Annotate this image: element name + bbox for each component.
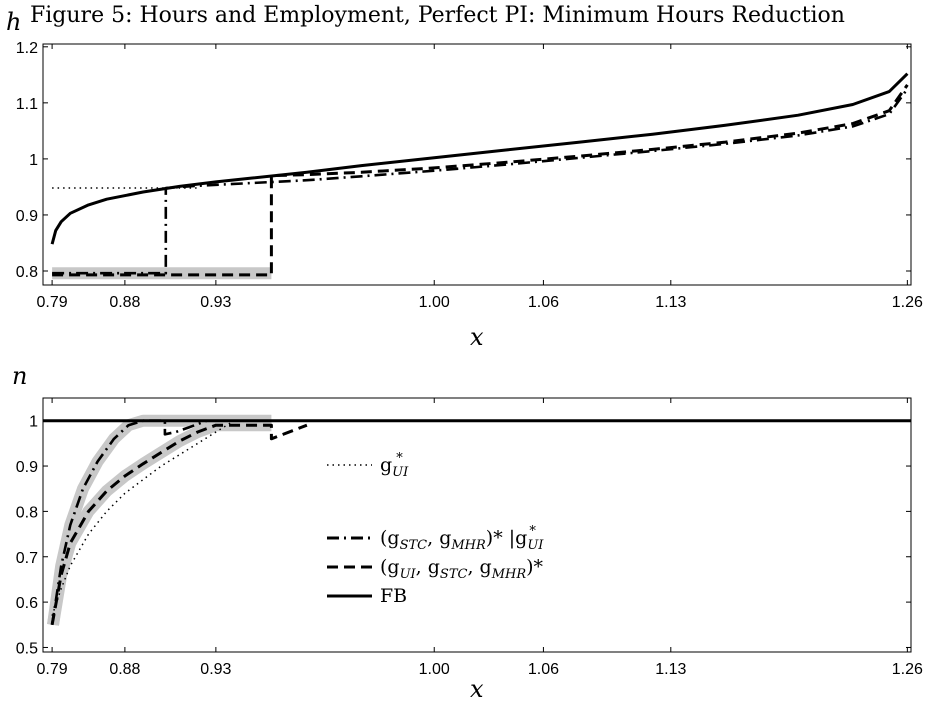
y-tick-label: 1	[29, 152, 38, 169]
series-solid-line	[50, 72, 909, 245]
x-tick-label: 1.13	[655, 661, 686, 678]
series-dashdot-line	[50, 419, 208, 625]
y-tick-label: 1.1	[16, 96, 38, 113]
x-tick-label: 0.79	[37, 294, 68, 311]
y-tick-label: 1	[29, 414, 38, 431]
top-xlabel: x	[470, 323, 484, 351]
y-tick-label: 0.8	[16, 504, 38, 521]
x-tick-label: 0.93	[200, 661, 231, 678]
y-tick-label: 0.8	[16, 264, 38, 281]
figure-title: Figure 5: Hours and Employment, Perfect …	[30, 3, 845, 28]
plot-frame	[42, 397, 912, 653]
plot-area	[43, 414, 911, 626]
y-tick-label: 1.2	[16, 40, 38, 57]
x-tick-label: 0.88	[109, 661, 140, 678]
x-tick-label: 1.00	[419, 294, 450, 311]
legend-entry-3: FB	[380, 585, 407, 607]
bottom-xlabel: x	[470, 675, 484, 703]
y-tick-label: 0.9	[16, 459, 38, 476]
plot-frame	[42, 43, 912, 286]
x-tick-label: 1.26	[892, 294, 923, 311]
series-dashdot-line	[52, 88, 909, 275]
x-tick-label: 1.06	[528, 661, 559, 678]
top-ylabel: h	[6, 8, 21, 36]
y-tick-label: 0.7	[16, 550, 38, 567]
y-tick-label: 0.6	[16, 595, 38, 612]
series-gray-band-line	[47, 419, 272, 626]
y-tick-label: 0.9	[16, 208, 38, 225]
hours-panel: 0.79 0.88 0.93 1.00 1.06 1.13 1.26 0.8 0.9 1 1.1 1.…	[16, 40, 923, 311]
legend: gUI* (gSTC, gMHR)* |gUI* (gUI, gSTC, gMH…	[327, 451, 544, 607]
x-tick-label: 1.13	[655, 294, 686, 311]
x-tick-label: 0.79	[37, 661, 68, 678]
series-dashed-line	[50, 423, 308, 626]
legend-entry-2: (gUI, gSTC, gMHR)*	[380, 556, 544, 582]
x-tick-label: 1.26	[892, 661, 923, 678]
employment-panel: 0.79 0.88 0.93 1.00 1.06 1.13 1.26 0.5 0.6 0.7 0.8…	[16, 397, 923, 678]
x-tick-label: 1.00	[419, 661, 450, 678]
x-tick-label: 0.93	[200, 294, 231, 311]
legend-entry-0: gUI*	[380, 451, 409, 480]
legend-entry-1: (gSTC, gMHR)* |gUI*	[380, 524, 544, 553]
y-tick-label: 0.5	[16, 640, 38, 657]
bottom-ylabel: n	[12, 362, 27, 390]
series-dashed-line	[52, 84, 909, 277]
plot-area	[50, 72, 909, 280]
x-tick-label: 0.88	[109, 294, 140, 311]
x-tick-label: 1.06	[528, 294, 559, 311]
